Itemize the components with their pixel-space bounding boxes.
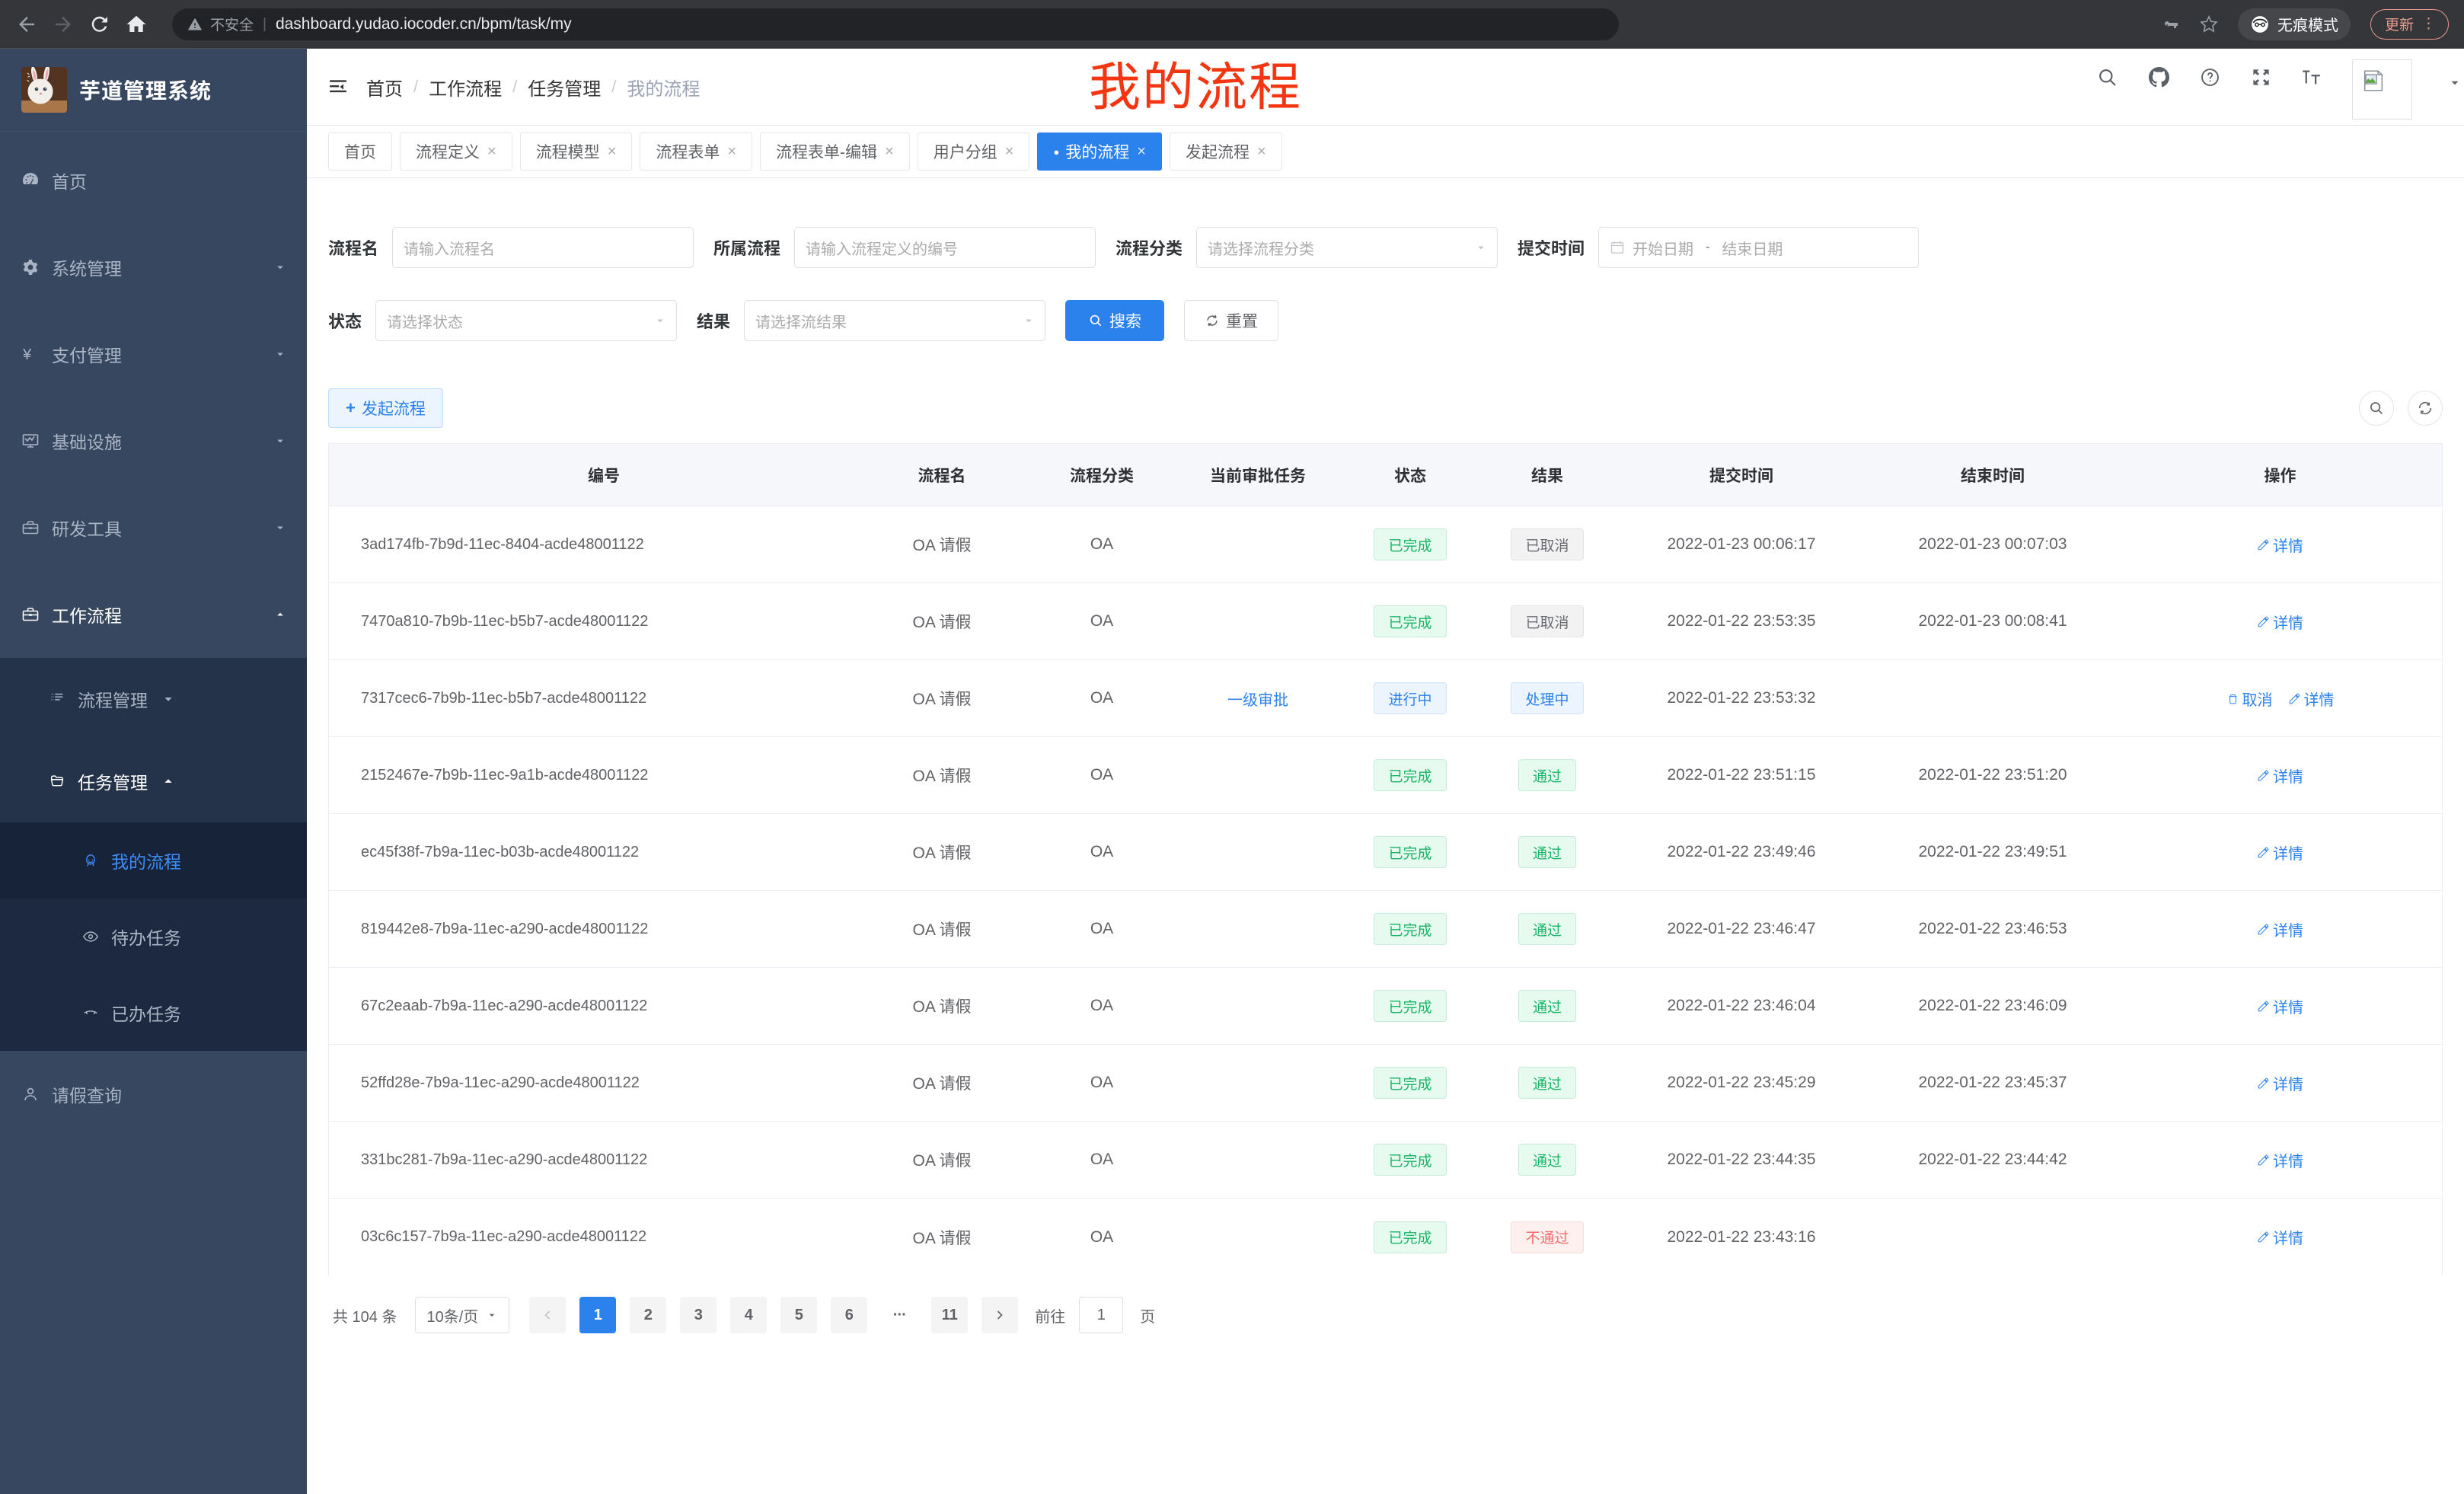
svg-text:¥: ¥: [22, 346, 32, 363]
